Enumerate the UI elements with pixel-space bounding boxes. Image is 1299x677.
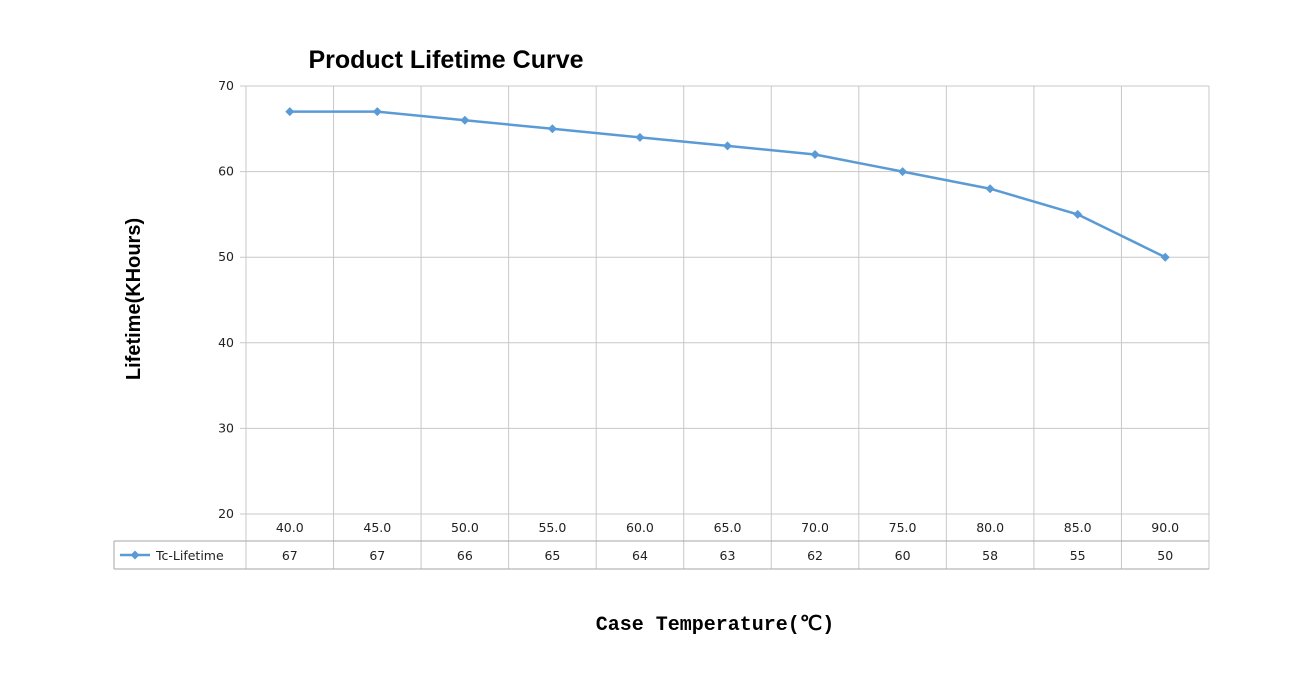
x-tick-label: 45.0	[363, 520, 391, 535]
chart-title: Product Lifetime Curve	[308, 46, 583, 74]
x-axis-title: Case Temperature(℃)	[596, 614, 835, 637]
y-tick-label: 40	[218, 335, 234, 350]
data-label: 58	[982, 548, 998, 563]
x-tick-label: 65.0	[714, 520, 742, 535]
legend-marker-icon	[130, 550, 140, 560]
x-tick-label: 40.0	[276, 520, 304, 535]
data-point	[723, 141, 732, 151]
y-tick-label: 60	[218, 164, 234, 179]
x-tick-label: 75.0	[889, 520, 917, 535]
gridlines	[240, 85, 1210, 569]
y-tick-label: 30	[218, 420, 234, 435]
data-label: 66	[457, 548, 473, 563]
y-tick-label: 20	[218, 506, 234, 521]
data-label: 60	[895, 548, 911, 563]
data-label: 55	[1070, 548, 1086, 563]
data-point	[547, 124, 557, 134]
data-label: 50	[1157, 548, 1173, 563]
data-point	[898, 167, 908, 177]
x-tick-label: 85.0	[1064, 520, 1092, 535]
data-label: 67	[369, 548, 385, 563]
legend-label: Tc-Lifetime	[155, 548, 224, 563]
x-tick-label: 70.0	[801, 520, 829, 535]
tick-labels: 20 30 40 50 60 70 40.0 45.0 50.0 55.0 60.0 65.0 70.0…	[218, 78, 1179, 563]
x-tick-label: 55.0	[538, 520, 566, 535]
data-label: 63	[720, 548, 736, 563]
data-point	[985, 184, 995, 194]
data-point	[460, 115, 470, 125]
series-markers	[285, 107, 1170, 262]
y-tick-label: 70	[218, 78, 234, 93]
data-label: 64	[632, 548, 648, 563]
y-tick-label: 50	[218, 249, 234, 264]
x-tick-label: 60.0	[626, 520, 654, 535]
data-point	[1073, 209, 1083, 219]
x-tick-label: 80.0	[976, 520, 1004, 535]
data-label: 62	[807, 548, 823, 563]
x-tick-label: 50.0	[451, 520, 479, 535]
data-point	[635, 132, 645, 142]
data-label: 67	[282, 548, 298, 563]
data-label: 65	[544, 548, 560, 563]
data-table: Tc-Lifetime	[113, 540, 1209, 570]
y-axis-title: Lifetime(KHours)	[123, 218, 145, 380]
data-point	[285, 107, 295, 117]
x-tick-label: 90.0	[1151, 520, 1179, 535]
data-point	[810, 149, 820, 159]
data-point	[372, 107, 382, 117]
data-point	[1160, 252, 1170, 262]
